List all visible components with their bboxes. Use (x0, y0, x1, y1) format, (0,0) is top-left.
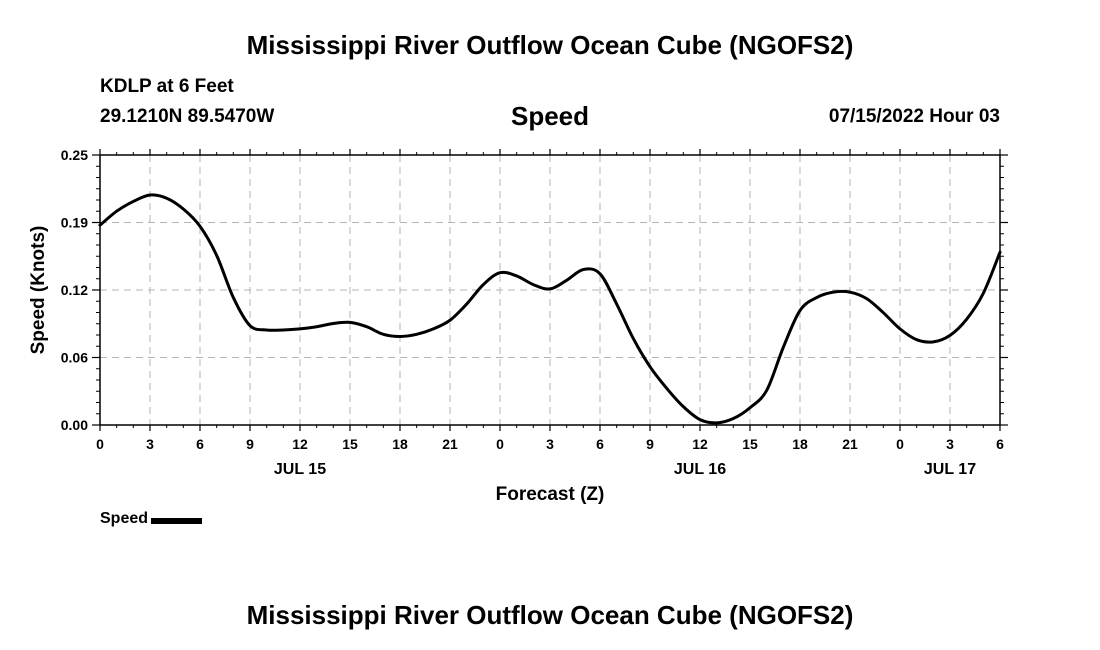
date-label: JUL 15 (274, 461, 326, 478)
x-tick-label: 0 (96, 436, 104, 452)
y-tick-label: 0.12 (61, 282, 88, 298)
x-tick-label: 6 (996, 436, 1004, 452)
legend-label: Speed (100, 510, 149, 527)
x-tick-label: 0 (896, 436, 904, 452)
x-tick-label: 12 (292, 436, 308, 452)
series-line-speed (98, 193, 1002, 425)
x-tick-label: 3 (146, 436, 154, 452)
date-label: JUL 16 (674, 461, 726, 478)
station-coordinates: 29.1210N 89.5470W (100, 106, 275, 127)
y-axis-title: Speed (Knots) (28, 226, 49, 355)
x-axis-title: Forecast (Z) (496, 484, 605, 505)
x-tick-label: 6 (196, 436, 204, 452)
x-tick-label: 12 (692, 436, 708, 452)
x-tick-label: 18 (792, 436, 808, 452)
legend-swatch-speed (151, 517, 203, 524)
x-tick-label: 3 (946, 436, 954, 452)
legend: Speed (100, 510, 203, 528)
date-label: JUL 17 (924, 461, 976, 478)
axes-layer (92, 149, 1008, 431)
x-tick-label: 18 (392, 436, 408, 452)
y-tick-label: 0.00 (61, 417, 88, 433)
x-tick-label: 0 (496, 436, 504, 452)
x-tick-label: 9 (246, 436, 254, 452)
chart-main-title: Mississippi River Outflow Ocean Cube (NG… (246, 30, 854, 60)
series-layer (98, 193, 1002, 425)
x-tick-label: 15 (342, 436, 358, 452)
x-tick-label: 9 (646, 436, 654, 452)
x-tick-label: 21 (442, 436, 458, 452)
x-tick-label: 3 (546, 436, 554, 452)
y-tick-label: 0.19 (61, 215, 88, 231)
plot-frame (99, 154, 1001, 426)
footer-title: Mississippi River Outflow Ocean Cube (NG… (246, 600, 854, 630)
x-tick-label: 15 (742, 436, 758, 452)
x-tick-label: 21 (842, 436, 858, 452)
station-label: KDLP at 6 Feet (100, 76, 234, 97)
chart-subtitle: Speed (510, 101, 590, 131)
x-tick-label: 6 (596, 436, 604, 452)
y-tick-label: 0.06 (61, 350, 88, 366)
forecast-datetime: 07/15/2022 Hour 03 (828, 106, 1000, 127)
y-tick-label: 0.25 (61, 147, 88, 163)
label-layer: 0 3 6 9 12 15 18 21 0 3 6 9 12 15 18 21 0 3 6 0.00 0.06 0.12 0… (28, 147, 1004, 505)
